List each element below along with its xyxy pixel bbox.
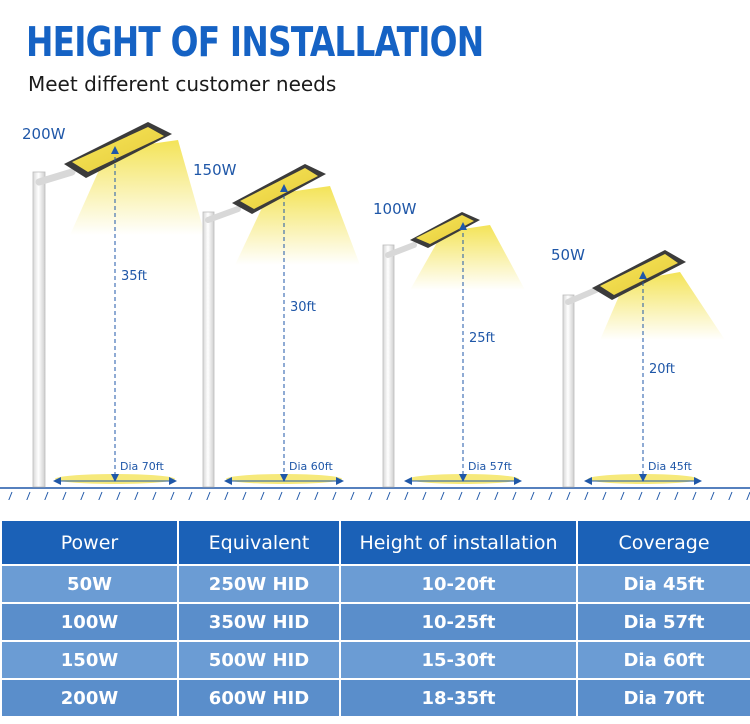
table-row: 100W 350W HID 10-25ft Dia 57ft: [0, 602, 750, 642]
pole-arm: [385, 242, 417, 258]
street-light-pole: [562, 294, 575, 488]
cell-height: 15-30ft: [339, 640, 578, 680]
pole-arm: [35, 168, 76, 186]
cell-coverage: Dia 70ft: [576, 678, 750, 718]
power-label: 50W: [551, 246, 585, 264]
height-label: 35ft: [121, 269, 147, 284]
column-header-power: Power: [0, 519, 179, 566]
street-light-pole: [202, 211, 215, 488]
column-header-height: Height of installation: [339, 519, 578, 566]
table-row: 200W 600W HID 18-35ft Dia 70ft: [0, 678, 750, 718]
page-title: HEIGHT OF INSTALLATION: [26, 18, 484, 66]
table-row: 150W 500W HID 15-30ft Dia 60ft: [0, 640, 750, 680]
cell-equivalent: 250W HID: [177, 564, 341, 604]
street-light-pole: [32, 171, 46, 488]
cell-equivalent: 500W HID: [177, 640, 341, 680]
ground-hatch: [0, 488, 750, 500]
coverage-glow: [588, 474, 698, 484]
page-subtitle: Meet different customer needs: [28, 72, 337, 96]
coverage-label: Dia 70ft: [120, 460, 164, 473]
height-label: 30ft: [290, 300, 316, 315]
pole-arm: [565, 287, 599, 305]
pole-group-100w: 100W 25ft Dia 57ft: [373, 200, 525, 488]
cell-power: 200W: [0, 678, 179, 718]
pole-group-150w: 150W 30ft Dia 60ft: [193, 161, 360, 488]
height-label: 25ft: [469, 331, 495, 346]
power-label: 200W: [22, 125, 66, 143]
height-label: 20ft: [649, 362, 675, 377]
coverage-glow: [409, 474, 519, 484]
power-label: 150W: [193, 161, 237, 179]
cell-coverage: Dia 60ft: [576, 640, 750, 680]
table-row: 50W 250W HID 10-20ft Dia 45ft: [0, 564, 750, 604]
column-header-coverage: Coverage: [576, 519, 750, 566]
street-light-pole: [382, 244, 395, 488]
cell-equivalent: 350W HID: [177, 602, 341, 642]
table-header-row: Power Equivalent Height of installation …: [0, 519, 750, 566]
cell-coverage: Dia 57ft: [576, 602, 750, 642]
pole-arm: [205, 206, 241, 223]
coverage-label: Dia 57ft: [468, 460, 512, 473]
specs-table: Power Equivalent Height of installation …: [0, 519, 750, 718]
column-header-equivalent: Equivalent: [177, 519, 341, 566]
cell-power: 150W: [0, 640, 179, 680]
cell-height: 10-25ft: [339, 602, 578, 642]
cell-coverage: Dia 45ft: [576, 564, 750, 604]
coverage-label: Dia 45ft: [648, 460, 692, 473]
pole-group-50w: 50W 20ft Dia 45ft: [551, 246, 725, 488]
cell-power: 100W: [0, 602, 179, 642]
coverage-label: Dia 60ft: [289, 460, 333, 473]
pole-group-200w: 200W 35ft Dia 70ft: [22, 122, 205, 488]
cell-height: 18-35ft: [339, 678, 578, 718]
cell-equivalent: 600W HID: [177, 678, 341, 718]
led-fixture: [232, 164, 326, 214]
power-label: 100W: [373, 200, 417, 218]
installation-illustration: 200W 35ft Dia 70ft 150W 30ft Dia 60ft 10…: [0, 122, 750, 500]
cell-power: 50W: [0, 564, 179, 604]
cell-height: 10-20ft: [339, 564, 578, 604]
